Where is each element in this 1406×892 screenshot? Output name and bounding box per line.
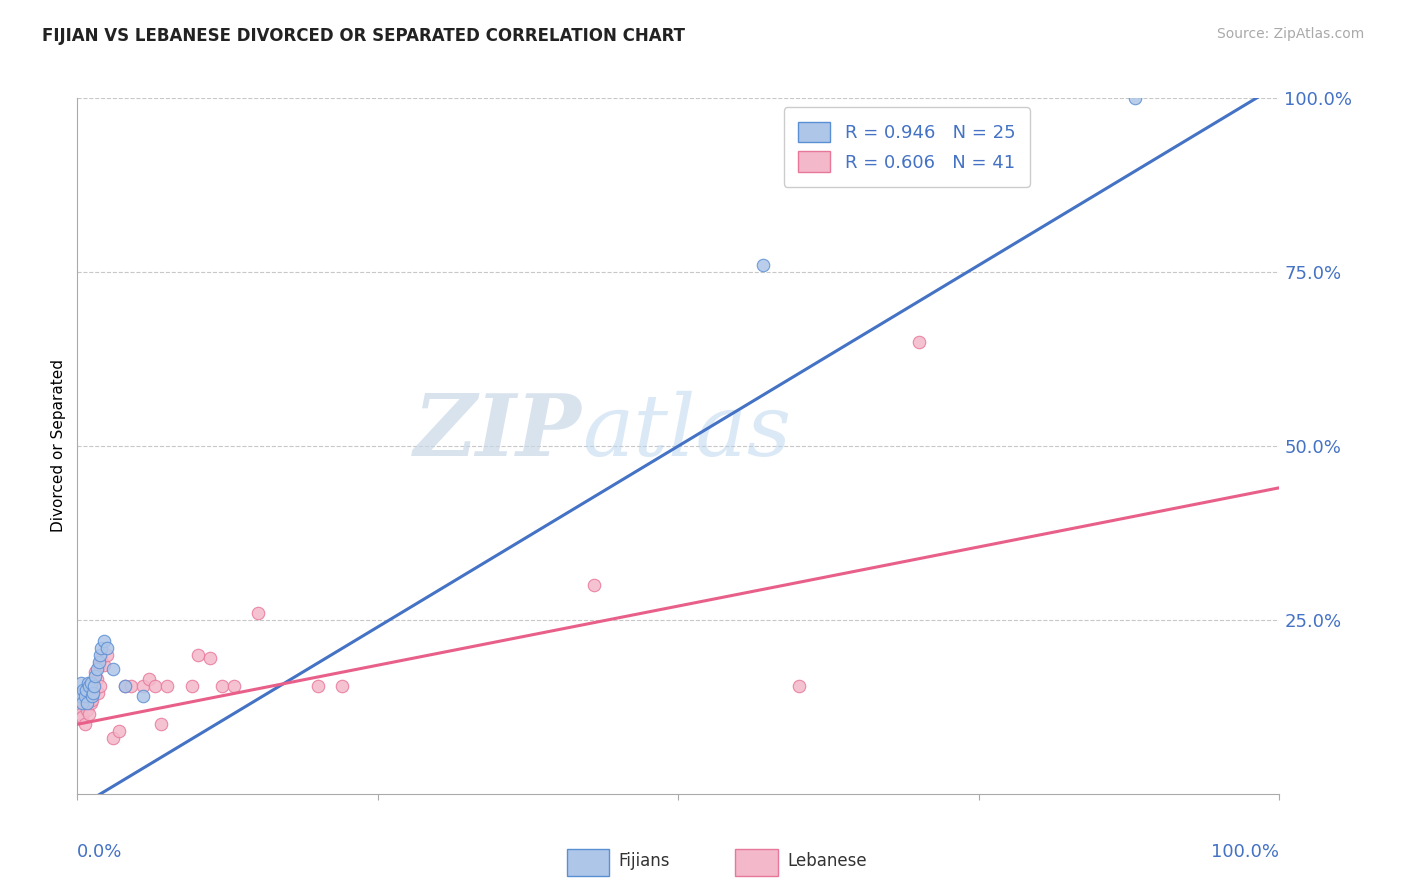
- Y-axis label: Divorced or Separated: Divorced or Separated: [51, 359, 66, 533]
- Text: FIJIAN VS LEBANESE DIVORCED OR SEPARATED CORRELATION CHART: FIJIAN VS LEBANESE DIVORCED OR SEPARATED…: [42, 27, 685, 45]
- Text: ZIP: ZIP: [415, 391, 582, 474]
- Text: 0.0%: 0.0%: [77, 843, 122, 861]
- Text: atlas: atlas: [582, 391, 792, 474]
- Text: Lebanese: Lebanese: [787, 852, 868, 870]
- Text: Source: ZipAtlas.com: Source: ZipAtlas.com: [1216, 27, 1364, 41]
- Text: 100.0%: 100.0%: [1212, 843, 1279, 861]
- FancyBboxPatch shape: [567, 849, 609, 876]
- Text: Fijians: Fijians: [619, 852, 671, 870]
- FancyBboxPatch shape: [735, 849, 778, 876]
- Legend: R = 0.946   N = 25, R = 0.606   N = 41: R = 0.946 N = 25, R = 0.606 N = 41: [783, 107, 1031, 186]
